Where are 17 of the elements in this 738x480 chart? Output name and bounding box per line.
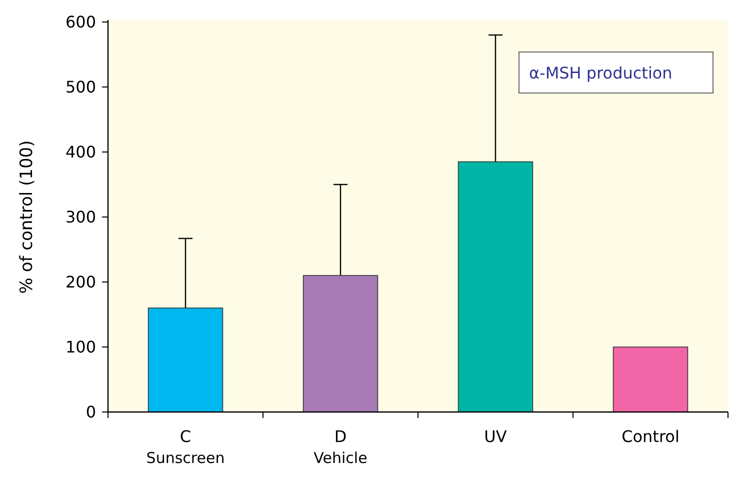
y-tick-label: 0 bbox=[86, 402, 96, 422]
y-tick-label: 100 bbox=[65, 338, 96, 357]
y-tick-label: 500 bbox=[65, 78, 96, 97]
y-tick-label: 400 bbox=[65, 142, 96, 162]
y-tick-label: 200 bbox=[65, 272, 96, 292]
bar bbox=[458, 161, 534, 412]
y-tick-label: 300 bbox=[65, 208, 96, 227]
bar bbox=[612, 346, 688, 412]
x-tick-label: Control bbox=[622, 427, 680, 446]
x-tick-label: UV bbox=[484, 427, 507, 446]
x-tick-label: C Sunscreen bbox=[146, 427, 225, 467]
bar bbox=[148, 308, 224, 412]
x-tick-label: D Vehicle bbox=[314, 427, 368, 467]
y-axis-title: % of control (100) bbox=[17, 140, 37, 294]
bar bbox=[302, 275, 378, 412]
y-tick-label: 600 bbox=[65, 12, 96, 32]
annotation: α-MSH production bbox=[529, 64, 672, 83]
